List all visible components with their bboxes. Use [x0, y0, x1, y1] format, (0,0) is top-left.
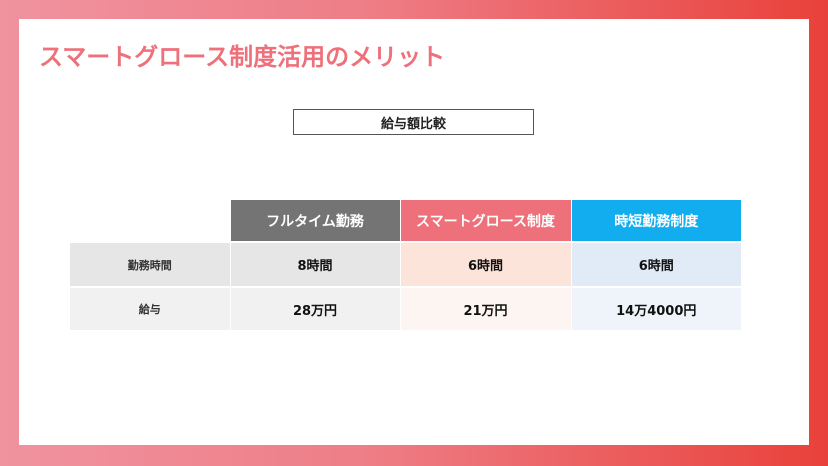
- column-header-smartgrowth: スマートグロース制度: [399, 200, 571, 242]
- column-header-shorttime: 時短勤務制度: [570, 200, 741, 242]
- table-row-working-hours: 勤務時間 8時間 6時間 6時間: [70, 241, 741, 287]
- comparison-table: フルタイム勤務 スマートグロース制度 時短勤務制度 勤務時間 8時間 6時間 6…: [70, 200, 741, 330]
- row-label-working-hours: 勤務時間: [70, 241, 230, 287]
- table-corner-cell: [70, 200, 230, 242]
- slide-panel: スマートグロース制度活用のメリット 給与額比較 フルタイム勤務 スマートグロース…: [19, 19, 809, 445]
- table-row-salary: 給与 28万円 21万円 14万4000円: [70, 286, 741, 330]
- cell-salary-shorttime: 14万4000円: [570, 286, 741, 330]
- cell-working-hours-fulltime: 8時間: [229, 241, 400, 287]
- row-label-salary: 給与: [70, 286, 230, 330]
- section-label-box: 給与額比較: [293, 109, 534, 135]
- table-header-row: フルタイム勤務 スマートグロース制度 時短勤務制度: [70, 200, 741, 242]
- section-label: 給与額比較: [380, 116, 446, 132]
- cell-working-hours-shorttime: 6時間: [570, 241, 741, 287]
- slide-title: スマートグロース制度活用のメリット: [39, 43, 446, 71]
- column-header-fulltime: フルタイム勤務: [229, 200, 400, 242]
- cell-salary-fulltime: 28万円: [229, 286, 400, 330]
- cell-working-hours-smartgrowth: 6時間: [399, 241, 571, 287]
- cell-salary-smartgrowth: 21万円: [399, 286, 571, 330]
